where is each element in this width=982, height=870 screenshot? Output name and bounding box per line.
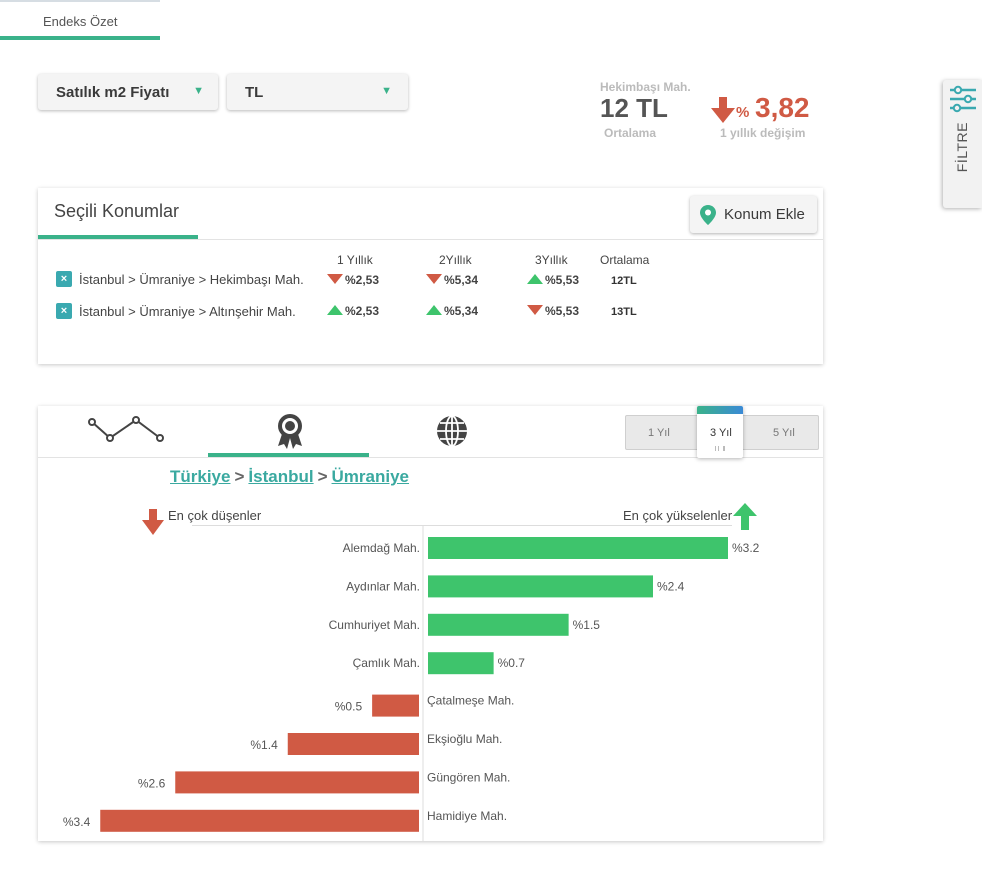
neighborhood-label: Cumhuriyet Mah. bbox=[329, 618, 420, 632]
listing-type-dropdown[interactable]: Satılık m2 Fiyatı ▼ bbox=[38, 74, 218, 110]
bar-value-label: %0.5 bbox=[335, 700, 363, 714]
neighborhood-ranking-panel: 1 Yıl 5 Yıl 3 Yıl Türkiye > İstanbul > Ümran… bbox=[38, 406, 823, 841]
map-pin-icon bbox=[700, 205, 716, 225]
col-header-1y: 1 Yıllık bbox=[337, 253, 373, 267]
summary-price: 12 TL bbox=[600, 93, 668, 123]
year-option-5[interactable]: 5 Yıl bbox=[773, 427, 795, 439]
remove-location-button[interactable]: × bbox=[56, 303, 72, 319]
year-option-1[interactable]: 1 Yıl bbox=[648, 427, 670, 439]
average-price: 13TL bbox=[611, 306, 637, 318]
neighborhood-label: Ekşioğlu Mah. bbox=[427, 732, 502, 746]
year-option-label: 3 Yıl bbox=[710, 427, 732, 439]
average-price: 12TL bbox=[611, 275, 637, 287]
col-header-2y: 2Yıllık bbox=[439, 253, 472, 267]
triangle-up-icon bbox=[327, 305, 343, 315]
chevron-down-icon: ▼ bbox=[193, 85, 204, 97]
decreasing-label: En çok düşenler bbox=[168, 508, 262, 523]
triangle-down-icon bbox=[327, 274, 343, 284]
breadcrumb-istanbul[interactable]: İstanbul bbox=[248, 467, 314, 486]
summary-change-label: 1 yıllık değişim bbox=[720, 126, 806, 140]
active-tab-indicator bbox=[208, 453, 369, 457]
triangle-down-icon bbox=[527, 305, 543, 315]
location-label: İstanbul > Ümraniye > Hekimbaşı Mah. bbox=[79, 272, 304, 287]
col-header-3y: 3Yıllık bbox=[535, 253, 568, 267]
location-label: İstanbul > Ümraniye > Altınşehir Mah. bbox=[79, 304, 296, 319]
filter-label: FİLTRE bbox=[954, 122, 970, 173]
selected-indicator bbox=[697, 406, 743, 414]
triangle-down-icon bbox=[426, 274, 442, 284]
bar-value-label: %3.2 bbox=[732, 541, 760, 555]
summary-price-label: Ortalama bbox=[604, 126, 657, 140]
breadcrumb: Türkiye > İstanbul > Ümraniye bbox=[170, 467, 409, 487]
add-location-label: Konum Ekle bbox=[724, 206, 805, 223]
increase-bar bbox=[428, 575, 653, 598]
bar-value-label: %1.5 bbox=[573, 618, 601, 632]
tab-endeks-ozet[interactable]: Endeks Özet bbox=[0, 0, 160, 40]
bar-value-label: %0.7 bbox=[498, 656, 526, 670]
globe-icon[interactable] bbox=[435, 414, 469, 448]
neighborhood-label: Çatalmeşe Mah. bbox=[427, 694, 514, 708]
increasing-label: En çok yükselenler bbox=[623, 508, 733, 523]
neighborhood-label: Aydınlar Mah. bbox=[346, 579, 420, 593]
bar-value-label: %1.4 bbox=[250, 738, 278, 752]
change-2y: %5,34 bbox=[426, 273, 478, 287]
title-underline bbox=[38, 235, 198, 239]
summary-change-sign: % bbox=[736, 104, 750, 121]
remove-location-button[interactable]: × bbox=[56, 271, 72, 287]
award-icon[interactable] bbox=[276, 412, 304, 450]
change-1y: %2,53 bbox=[327, 304, 379, 318]
chart-axis-line bbox=[192, 525, 732, 526]
ranking-bar-chart: Alemdağ Mah. %3.2 Aydınlar Mah. %2.4 Cumhuri… bbox=[63, 525, 760, 841]
change-3y: %5,53 bbox=[527, 304, 579, 318]
panel-title: Seçili Konumlar bbox=[54, 201, 180, 221]
decrease-bar bbox=[100, 809, 419, 832]
add-location-button[interactable]: Konum Ekle bbox=[690, 196, 817, 233]
chevron-down-icon: ▼ bbox=[381, 85, 392, 97]
filter-tab[interactable]: FİLTRE bbox=[943, 80, 982, 208]
breadcrumb-separator: > bbox=[234, 467, 245, 486]
neighborhood-label: Hamidiye Mah. bbox=[427, 809, 507, 823]
increase-bar bbox=[428, 613, 569, 636]
change-3y: %5,53 bbox=[527, 273, 579, 287]
increase-bar bbox=[428, 652, 494, 675]
summary-location: Hekimbaşı Mah. bbox=[600, 80, 691, 94]
divider bbox=[38, 457, 823, 458]
decrease-bar bbox=[175, 771, 419, 794]
dropdown-value: Satılık m2 Fiyatı bbox=[56, 84, 170, 101]
col-header-avg: Ortalama bbox=[600, 253, 650, 267]
bar-value-label: %2.6 bbox=[138, 776, 166, 790]
arrow-down-icon bbox=[711, 97, 735, 123]
neighborhood-label: Güngören Mah. bbox=[427, 770, 510, 784]
dropdown-value: TL bbox=[245, 84, 264, 101]
arrow-up-icon bbox=[733, 503, 757, 530]
year-option-3-selected[interactable]: 3 Yıl bbox=[697, 406, 743, 458]
tab-label: Endeks Özet bbox=[43, 14, 118, 29]
bar-value-label: %3.4 bbox=[63, 815, 91, 829]
change-1y: %2,53 bbox=[327, 273, 379, 287]
neighborhood-label: Alemdağ Mah. bbox=[343, 541, 420, 555]
triangle-up-icon bbox=[527, 274, 543, 284]
breadcrumb-turkiye[interactable]: Türkiye bbox=[170, 467, 231, 486]
grip-icon bbox=[715, 446, 725, 451]
breadcrumb-separator: > bbox=[317, 467, 328, 486]
selected-locations-panel: Seçili Konumlar Konum Ekle 1 Yıllık 2Yıl… bbox=[38, 188, 823, 364]
breadcrumb-umraniye[interactable]: Ümraniye bbox=[331, 467, 410, 486]
bar-value-label: %2.4 bbox=[657, 579, 685, 593]
neighborhood-label: Çamlık Mah. bbox=[353, 656, 420, 670]
currency-dropdown[interactable]: TL ▼ bbox=[227, 74, 408, 110]
triangle-up-icon bbox=[426, 305, 442, 315]
sliders-icon bbox=[950, 85, 976, 113]
divider bbox=[38, 239, 823, 240]
summary-change-value: 3,82 bbox=[755, 92, 810, 123]
arrow-down-icon bbox=[142, 509, 164, 535]
decrease-bar bbox=[372, 694, 419, 717]
decrease-bar bbox=[287, 733, 419, 755]
line-chart-icon[interactable] bbox=[88, 416, 166, 444]
increase-bar bbox=[428, 537, 728, 559]
change-2y: %5,34 bbox=[426, 304, 478, 318]
